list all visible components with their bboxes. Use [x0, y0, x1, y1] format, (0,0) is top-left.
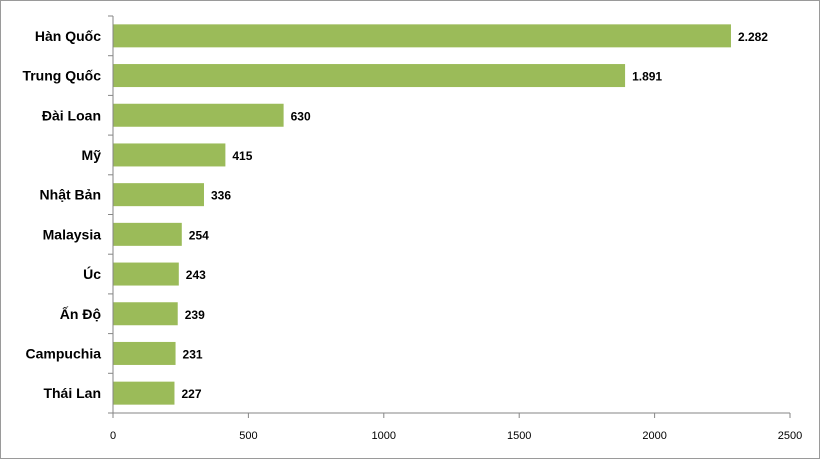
category-label: Trung Quốc: [22, 68, 101, 84]
value-label: 239: [185, 308, 205, 322]
category-label: Campuchia: [26, 345, 102, 361]
category-label: Malaysia: [43, 226, 102, 242]
bar: [113, 24, 731, 48]
value-label: 227: [181, 387, 201, 401]
bar: [113, 183, 204, 207]
category-label: Ấn Độ: [60, 306, 101, 322]
category-label: Nhật Bản: [40, 187, 101, 203]
bar: [113, 143, 226, 167]
bar: [113, 381, 175, 405]
category-label: Thái Lan: [43, 385, 101, 401]
bar: [113, 302, 178, 326]
value-label: 243: [186, 268, 206, 282]
bars-group: [113, 24, 731, 405]
bar: [113, 262, 179, 286]
category-labels: Hàn Quốc Trung Quốc Đài Loan Mỹ Nhật Bản Mala…: [22, 28, 101, 401]
x-tick-label: 1000: [372, 430, 396, 442]
value-label: 630: [291, 109, 311, 123]
category-label: Mỹ: [82, 147, 102, 163]
bar: [113, 103, 284, 127]
category-label: Đài Loan: [42, 107, 101, 123]
value-label: 2.282: [738, 30, 768, 44]
x-tick-label: 0: [110, 430, 116, 442]
x-tick-label: 500: [239, 430, 257, 442]
bar: [113, 222, 182, 246]
x-tick-labels: 0 500 1000 1500 2000 2500: [110, 430, 802, 442]
x-tick-label: 2500: [778, 430, 802, 442]
category-label: Hàn Quốc: [35, 28, 101, 44]
category-label: Úc: [83, 265, 101, 282]
x-tick-label: 2000: [642, 430, 666, 442]
x-tick-label: 1500: [507, 430, 531, 442]
bar: [113, 341, 176, 365]
value-label: 254: [189, 228, 209, 242]
value-label: 1.891: [632, 70, 662, 84]
value-labels: 2.282 1.891 630 415 336 254 243 239 231 227: [181, 30, 768, 401]
value-label: 231: [183, 347, 203, 361]
value-label: 336: [211, 189, 231, 203]
value-label: 415: [232, 149, 252, 163]
bar: [113, 64, 626, 88]
axes-group: [108, 15, 791, 418]
